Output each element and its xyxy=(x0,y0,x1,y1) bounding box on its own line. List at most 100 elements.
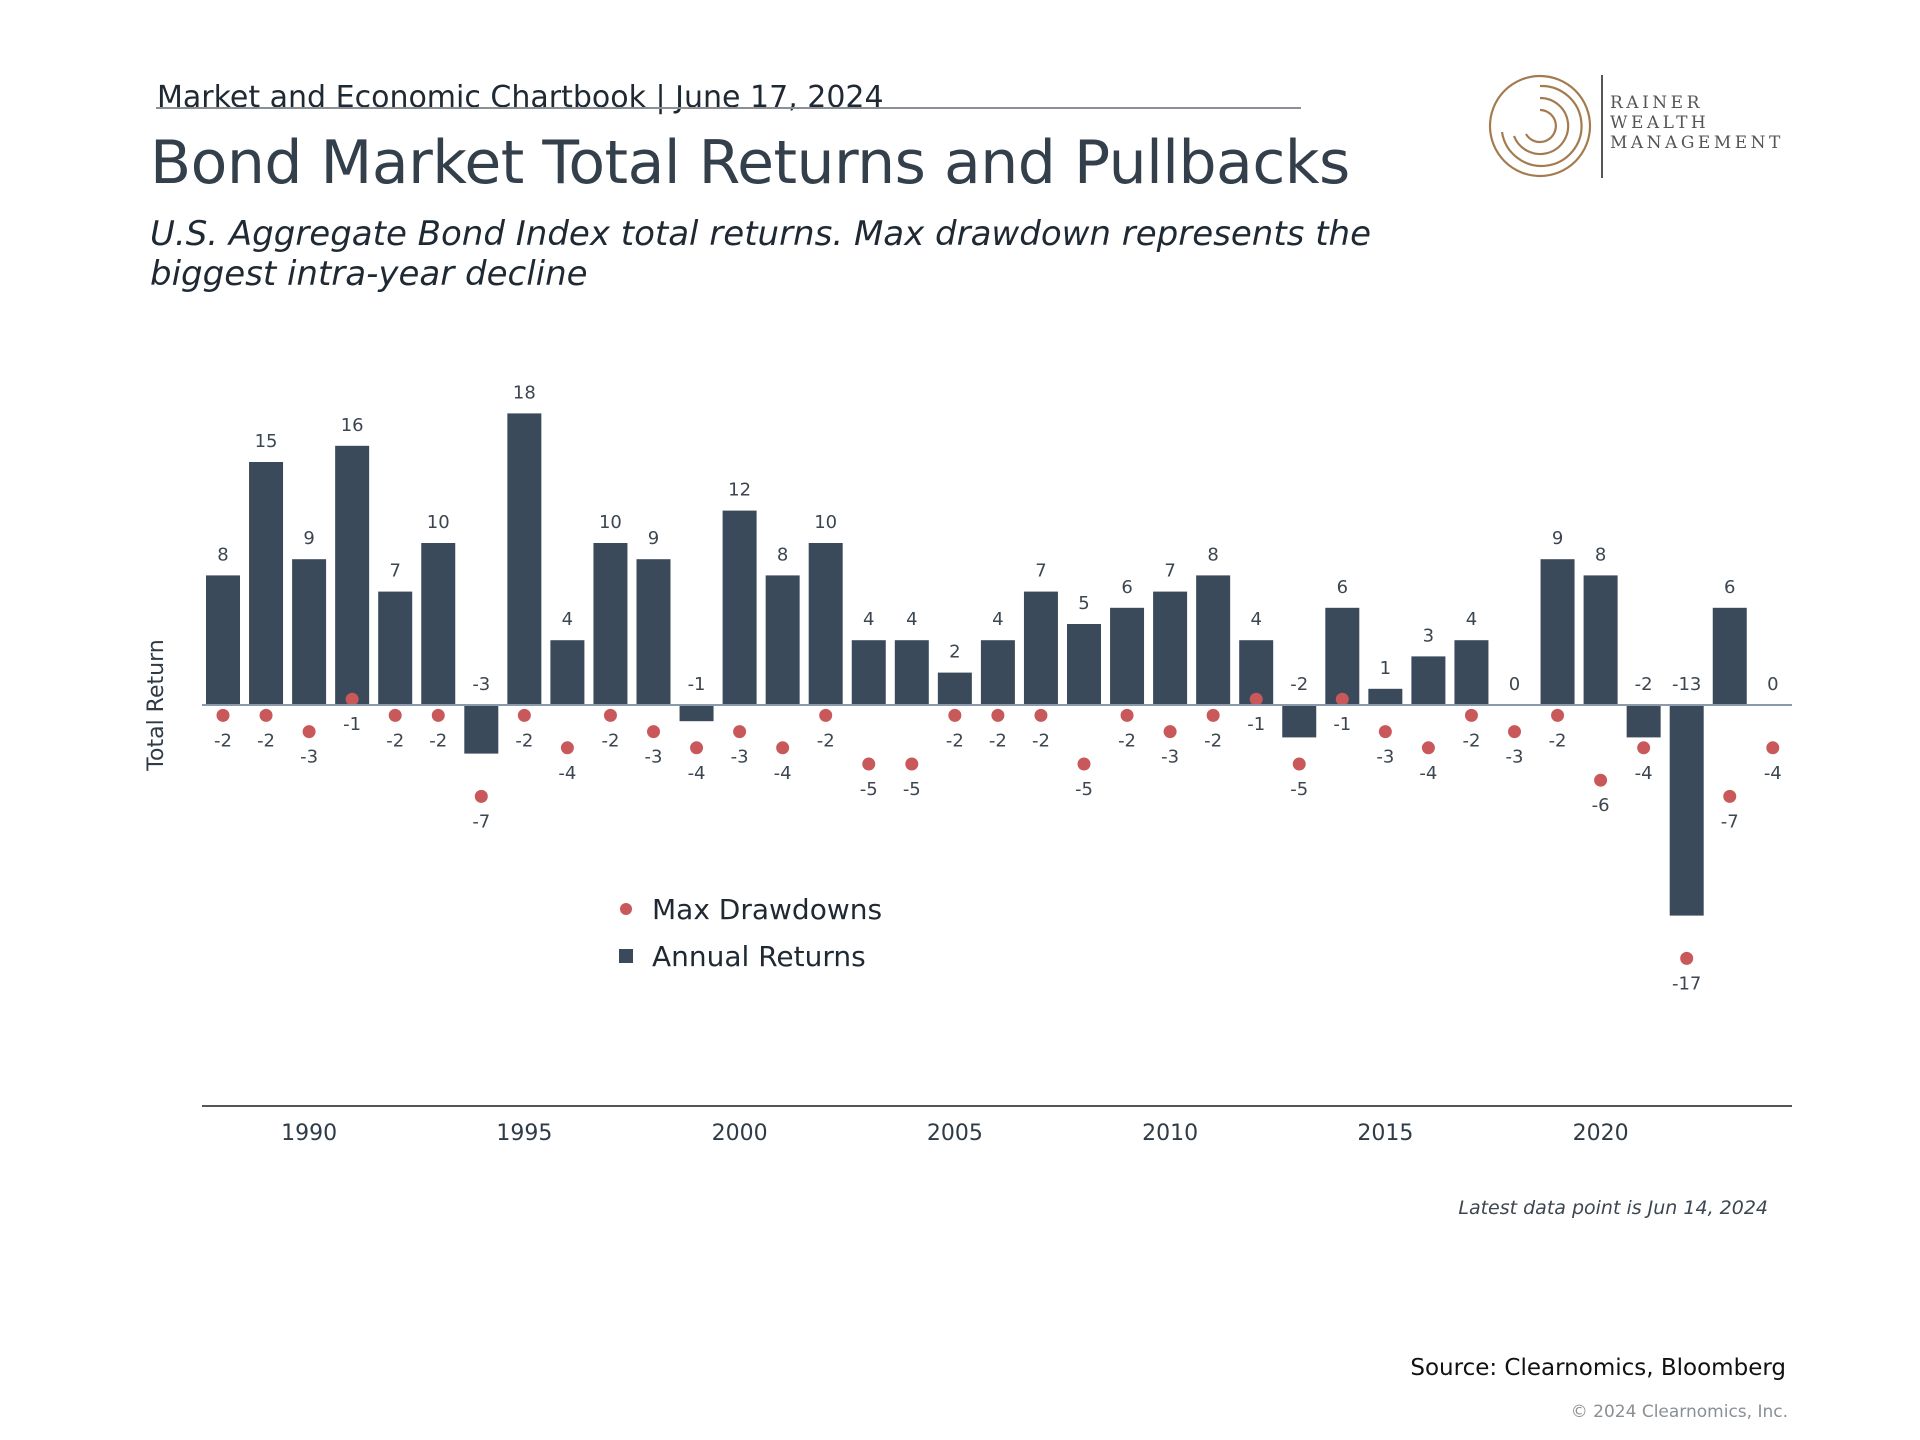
bar-1990 xyxy=(292,559,327,705)
x-tick-2020: 2020 xyxy=(1573,1121,1629,1146)
bar-label-2017: 4 xyxy=(1466,609,1477,630)
bar-label-1997: 10 xyxy=(599,512,622,533)
bar-2004 xyxy=(894,640,929,705)
bar-1998 xyxy=(636,559,671,705)
drawdown-dot-2005 xyxy=(948,708,962,722)
drawdown-label-1998: -3 xyxy=(645,747,663,768)
drawdown-label-2017: -2 xyxy=(1462,730,1480,751)
legend-bar-icon xyxy=(619,949,633,963)
logo-line-1: RAINER xyxy=(1610,93,1703,113)
bar-label-2007: 7 xyxy=(1035,561,1046,582)
bar-1994 xyxy=(464,705,499,754)
drawdown-dot-1996 xyxy=(560,741,574,755)
y-axis-title: Total Return xyxy=(144,639,169,771)
bar-2005 xyxy=(937,672,972,705)
copyright-text: © 2024 Clearnomics, Inc. xyxy=(1570,1402,1788,1422)
drawdown-label-1991: -1 xyxy=(343,714,361,735)
drawdown-dot-2009 xyxy=(1120,708,1134,722)
drawdown-dot-1999 xyxy=(690,741,704,755)
bar-1988 xyxy=(206,575,240,705)
drawdown-label-2013: -5 xyxy=(1290,779,1308,800)
bar-2000 xyxy=(722,510,757,705)
drawdown-label-2023: -7 xyxy=(1721,811,1739,832)
bar-1995 xyxy=(507,413,542,705)
bar-2021 xyxy=(1626,705,1661,738)
logo-outer-ring xyxy=(1488,74,1592,178)
x-tick-2000: 2000 xyxy=(712,1121,768,1146)
legend-dot-icon xyxy=(620,903,632,915)
drawdown-dot-2016 xyxy=(1421,741,1435,755)
x-tick-2010: 2010 xyxy=(1142,1121,1198,1146)
bar-label-2004: 4 xyxy=(906,609,917,630)
bar-2007 xyxy=(1023,591,1058,705)
drawdown-label-2014: -1 xyxy=(1333,714,1351,735)
bar-label-2010: 7 xyxy=(1164,561,1175,582)
bar-label-1992: 7 xyxy=(389,561,400,582)
drawdown-dot-1994 xyxy=(474,789,488,803)
latest-data-note: Latest data point is Jun 14, 2024 xyxy=(1458,1197,1768,1219)
drawdown-dot-2003 xyxy=(862,757,876,771)
x-tick-2015: 2015 xyxy=(1357,1121,1413,1146)
bars-layer: 8 15 9 16 7 10 -3 18 4 10 9 -1 12 8 10 4 4 2 4 7 5 6 7 8 4 -2 6 1 3 4… xyxy=(206,382,1779,916)
x-tick-labels: 1990 1995 2000 2005 2010 2015 2020 xyxy=(281,1121,1629,1146)
bar-2010 xyxy=(1153,591,1188,705)
drawdown-dot-2011 xyxy=(1206,708,1220,722)
bar-1991 xyxy=(335,445,370,705)
bar-label-2015: 1 xyxy=(1380,658,1391,679)
drawdown-dot-2023 xyxy=(1723,789,1737,803)
bar-label-1991: 16 xyxy=(341,415,364,436)
bar-label-2002: 10 xyxy=(814,512,837,533)
bar-label-2022: -13 xyxy=(1672,674,1701,695)
bar-label-2023: 6 xyxy=(1724,577,1735,598)
bar-2014 xyxy=(1325,607,1360,705)
drawdown-dot-2008 xyxy=(1077,757,1091,771)
bar-1992 xyxy=(378,591,413,705)
bar-label-2018: 0 xyxy=(1509,674,1520,695)
drawdown-label-2015: -3 xyxy=(1376,747,1394,768)
bar-label-2012: 4 xyxy=(1250,609,1261,630)
drawdown-label-2000: -3 xyxy=(731,747,749,768)
drawdown-label-2022: -17 xyxy=(1672,973,1701,994)
bar-1999 xyxy=(679,705,714,722)
drawdown-label-2001: -4 xyxy=(774,763,792,784)
x-tick-1990: 1990 xyxy=(281,1121,337,1146)
spiral-logo-icon xyxy=(1488,74,1592,178)
logo-line-3: MANAGEMENT xyxy=(1610,133,1784,153)
bar-2022 xyxy=(1669,705,1704,916)
drawdown-dot-1989 xyxy=(259,708,273,722)
drawdown-dot-1992 xyxy=(388,708,402,722)
drawdown-dot-2022 xyxy=(1680,951,1694,965)
x-tick-2005: 2005 xyxy=(927,1121,983,1146)
bar-2023 xyxy=(1712,607,1747,705)
drawdown-dot-2006 xyxy=(991,708,1005,722)
legend-label-drawdowns: Max Drawdowns xyxy=(652,893,882,926)
chart-subtitle: U.S. Aggregate Bond Index total returns.… xyxy=(150,214,1371,294)
drawdown-dot-1991 xyxy=(345,692,359,706)
legend-label-returns: Annual Returns xyxy=(652,940,866,973)
bar-label-2003: 4 xyxy=(863,609,874,630)
bar-label-1996: 4 xyxy=(562,609,573,630)
drawdown-label-1996: -4 xyxy=(558,763,576,784)
bar-2001 xyxy=(765,575,800,705)
bar-label-2009: 6 xyxy=(1121,577,1132,598)
bar-label-2019: 9 xyxy=(1552,528,1563,549)
bar-2003 xyxy=(851,640,886,705)
bar-2006 xyxy=(980,640,1015,705)
bar-2019 xyxy=(1540,559,1575,705)
logo-line-2: WEALTH xyxy=(1610,113,1710,133)
drawdown-label-2012: -1 xyxy=(1247,714,1265,735)
legend: Max Drawdowns Annual Returns xyxy=(619,893,882,973)
bar-label-1993: 10 xyxy=(427,512,450,533)
bar-2011 xyxy=(1196,575,1231,705)
bar-2002 xyxy=(808,543,843,705)
bar-2017 xyxy=(1454,640,1489,705)
drawdown-dot-2010 xyxy=(1163,725,1177,739)
bar-2013 xyxy=(1282,705,1317,738)
bar-label-2005: 2 xyxy=(949,642,960,663)
drawdown-label-2018: -3 xyxy=(1506,747,1524,768)
drawdown-label-1990: -3 xyxy=(300,747,318,768)
drawdown-label-2006: -2 xyxy=(989,730,1007,751)
x-tick-1995: 1995 xyxy=(496,1121,552,1146)
logo-divider xyxy=(1601,75,1603,178)
bar-2008 xyxy=(1067,624,1101,705)
